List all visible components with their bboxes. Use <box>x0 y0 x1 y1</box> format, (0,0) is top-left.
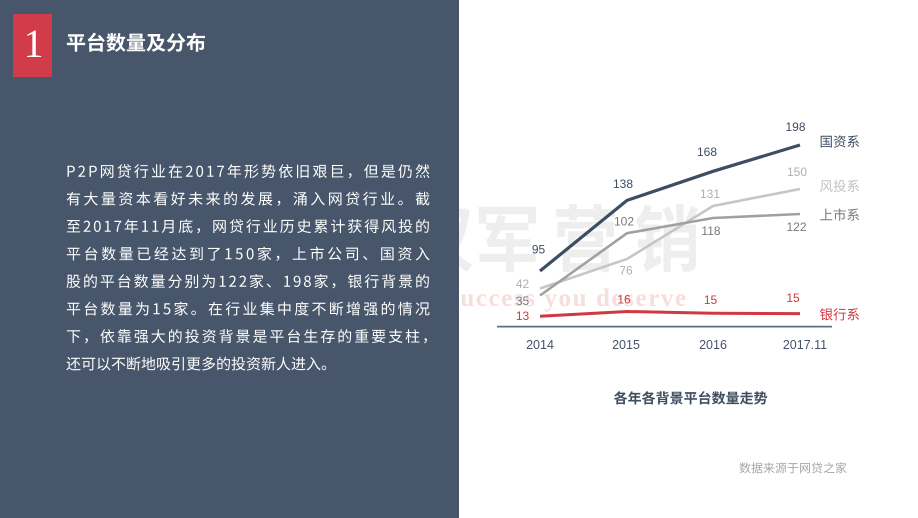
svg-text:2014: 2014 <box>526 338 554 352</box>
svg-text:2015: 2015 <box>612 338 640 352</box>
svg-text:16: 16 <box>617 293 631 307</box>
svg-text:138: 138 <box>613 177 633 191</box>
svg-text:15: 15 <box>786 291 800 305</box>
svg-text:131: 131 <box>700 187 720 201</box>
svg-text:2016: 2016 <box>699 338 727 352</box>
svg-text:76: 76 <box>619 264 633 278</box>
svg-text:118: 118 <box>701 224 720 238</box>
svg-text:168: 168 <box>697 145 717 159</box>
svg-text:102: 102 <box>614 215 634 229</box>
svg-text:198: 198 <box>785 120 805 134</box>
svg-text:13: 13 <box>516 309 530 323</box>
svg-text:95: 95 <box>532 243 546 257</box>
svg-text:42: 42 <box>516 277 530 291</box>
svg-text:15: 15 <box>704 293 718 307</box>
svg-text:2017.11: 2017.11 <box>783 338 827 352</box>
svg-text:122: 122 <box>786 220 806 234</box>
svg-text:35: 35 <box>516 294 530 308</box>
svg-text:150: 150 <box>787 165 807 179</box>
